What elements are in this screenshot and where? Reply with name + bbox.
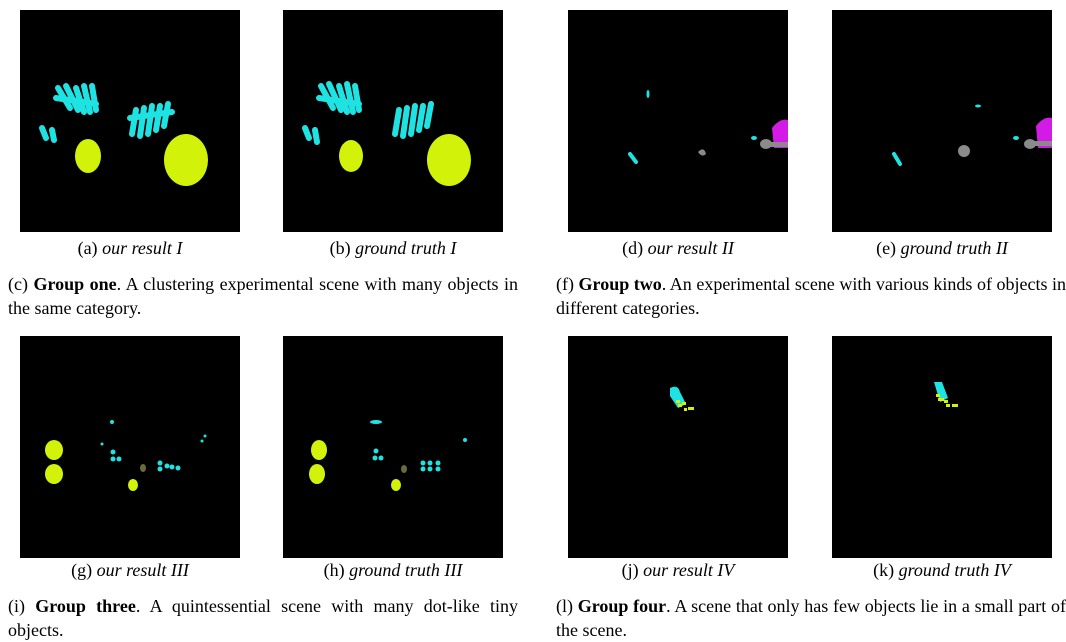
caption-text: (d): [622, 238, 643, 258]
figure: (a) our result I (b) ground truth I (c) …: [0, 0, 1066, 638]
subcaption: (j) our result IV: [548, 560, 808, 580]
caption-text: our result IV: [643, 560, 734, 580]
subcaption: (d) our result II: [548, 238, 808, 258]
subcaption: (g) our result III: [0, 560, 260, 580]
caption-text: (g): [71, 560, 92, 580]
caption-text: our result III: [97, 560, 189, 580]
caption-text: (e): [876, 238, 896, 258]
caption-text: (k): [873, 560, 894, 580]
caption-text: ground truth I: [355, 238, 456, 258]
caption-text: (f): [556, 274, 574, 294]
caption-text: ground truth IV: [899, 560, 1011, 580]
result-image: [20, 10, 240, 232]
caption-text: Group two: [579, 274, 662, 294]
subcaption: (k) ground truth IV: [812, 560, 1066, 580]
caption-text: Group three: [35, 596, 136, 616]
caption-text: (a): [78, 238, 98, 258]
truth-image: [283, 336, 503, 558]
caption-text: our result II: [648, 238, 734, 258]
group-caption: (f) Group two. An experimental scene wit…: [556, 272, 1066, 320]
caption-text: Group four: [578, 596, 666, 616]
truth-image: [832, 336, 1052, 558]
caption-text: ground truth II: [901, 238, 1008, 258]
caption-text: (b): [330, 238, 351, 258]
group-caption: (i) Group three. A quintessential scene …: [8, 594, 518, 642]
caption-text: ground truth III: [349, 560, 462, 580]
subcaption: (b) ground truth I: [263, 238, 523, 258]
caption-text: our result I: [102, 238, 182, 258]
group-caption: (l) Group four. A scene that only has fe…: [556, 594, 1066, 642]
subcaption: (a) our result I: [0, 238, 260, 258]
subcaption: (e) ground truth II: [812, 238, 1066, 258]
caption-text: (i): [8, 596, 25, 616]
truth-image: [283, 10, 503, 232]
caption-text: (c): [8, 274, 28, 294]
truth-image: [832, 10, 1052, 232]
caption-text: (h): [324, 560, 345, 580]
caption-text: (l): [556, 596, 573, 616]
result-image: [568, 336, 788, 558]
result-image: [568, 10, 788, 232]
subcaption: (h) ground truth III: [263, 560, 523, 580]
caption-text: Group one: [33, 274, 116, 294]
group-caption: (c) Group one. A clustering experimental…: [8, 272, 518, 320]
caption-text: (j): [622, 560, 639, 580]
result-image: [20, 336, 240, 558]
